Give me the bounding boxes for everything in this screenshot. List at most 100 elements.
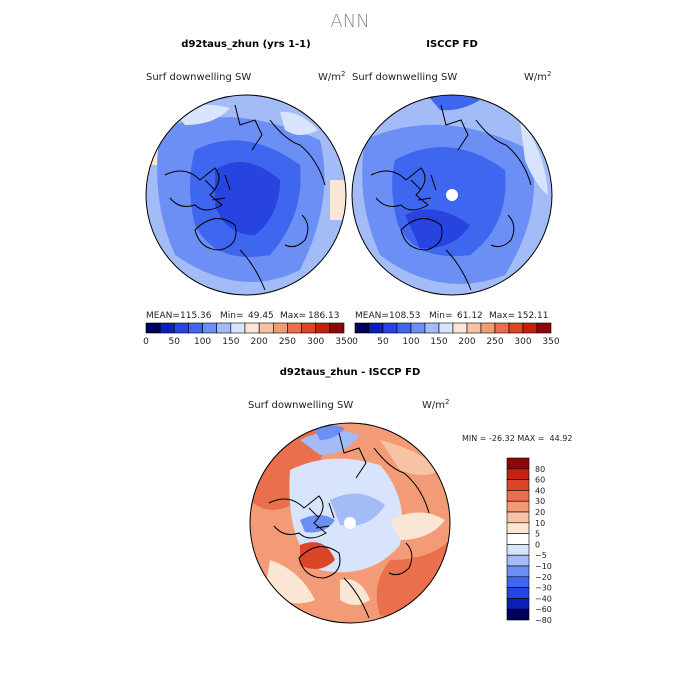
panel-obs-colorbar-swatch [508,322,524,334]
panel-obs-colorbar-swatch [368,322,384,334]
panel-diff-colorbar-swatch [506,479,530,491]
panel-diff-colorbar-tick-label: −5 [535,551,547,560]
panel-obs-colorbar-tick-label: 100 [402,337,419,347]
panel-obs-pole-missing [446,189,458,201]
panel-diff-colorbar-swatch [506,576,530,588]
panel-diff-colorbar-tick-label: −40 [535,594,552,603]
panel-obs-colorbar-tick-label: 300 [514,337,531,347]
panel-obs-colorbar-swatch [452,322,468,334]
panel-diff-colorbar-swatch [506,587,530,599]
panel-obs-mean-label: MEAN= [355,311,389,321]
panel-obs-colorbar-swatch [536,322,552,334]
panel-model-colorbar-tick-label: 200 [251,337,268,347]
panel-diff-colorbar-swatch [506,533,530,545]
panel-model: d92taus_zhun (yrs 1-1) Surf downwelling … [143,39,353,347]
panel-model-colorbar-swatch [272,322,288,334]
panel-model-colorbar-swatch [216,322,232,334]
panel-obs-colorbar-swatch [522,322,538,334]
panel-model-colorbar-swatch [329,322,345,334]
panel-diff-colorbar-swatch [506,565,530,578]
panel-model-colorbar-tick-label: 300 [307,337,324,347]
panel-obs-colorbar-tick-label: 150 [430,337,447,347]
panel-diff-minmax: MIN = -26.32 MAX = 44.92 [462,434,572,443]
panel-diff: d92taus_zhun - ISCCP FD Surf downwelling… [248,367,572,625]
panel-diff-colorbar-swatch [506,511,530,524]
panel-diff-colorbar-tick-label: 40 [535,486,545,495]
panel-model-mean-value: 115.36 [180,311,212,321]
panel-obs-max-value: 152.11 [517,311,549,321]
panel-diff-colorbar-tick-label: 80 [535,465,545,474]
panel-obs-colorbar-swatch [494,322,510,334]
panel-model-min-value: 49.45 [248,311,274,321]
panel-obs-colorbar-swatch [396,322,412,334]
panel-model-colorbar-tick-label: 50 [169,337,181,347]
panel-obs-colorbar-swatch [466,322,482,334]
panel-obs-map [351,94,553,296]
panel-diff-colorbar-tick-label: 20 [535,508,545,517]
panel-diff-colorbar-swatch [506,608,530,621]
panel-model-colorbar-swatch [202,322,218,334]
panel-obs-stats: MEAN= 108.53 Min= 61.12 Max= 152.11 [355,311,549,321]
panel-obs-coastlines [370,104,532,291]
panel-obs-colorbar: 0 50 100 150 200 250 300 350 [352,322,560,347]
panel-obs-mean-value: 108.53 [389,311,421,321]
panel-obs-colorbar-swatch [410,322,426,334]
panel-obs-colorbar-swatch [424,322,440,334]
panel-obs-units: W/m2 [524,70,551,83]
panel-diff-colorbar-tick-label: −80 [535,616,552,625]
panel-obs-map-border [351,94,553,296]
panel-diff-pole-missing [344,517,356,529]
panel-diff-colorbar-tick-label: −10 [535,562,552,571]
panel-diff-colorbar-tick-label: 10 [535,519,545,528]
panel-obs-colorbar-swatch [438,322,454,334]
panel-diff-coastlines [268,432,430,619]
panel-model-colorbar-tick-label: 0 [143,337,149,347]
panel-model-map [145,94,347,296]
panel-diff-colorbar-tick-label: 60 [535,476,545,485]
panel-diff-colorbar-swatch [506,468,530,480]
panel-diff-map-border [249,422,451,624]
panel-model-colorbar-swatch [315,322,331,334]
panel-obs-colorbar-tick-label: 50 [377,337,389,347]
panel-model-colorbar-swatch [301,322,317,334]
panel-diff-colorbar-swatch [506,598,530,610]
panel-model-colorbar-tick-label: 150 [222,337,239,347]
panel-model-min-label: Min= [220,311,244,321]
panel-obs-colorbar-tick-label: 350 [542,337,559,347]
panel-model-map-border [145,94,347,296]
panel-diff-colorbar-tick-label: −30 [535,584,552,593]
panel-model-colorbar-tick-label: 350 [335,337,352,347]
panel-diff-colorbar-swatch [506,544,530,556]
panel-diff-map [249,422,451,624]
panel-diff-title: d92taus_zhun - ISCCP FD [280,367,421,378]
panel-obs-colorbar-swatch [480,322,496,334]
panel-model-variable: Surf downwelling SW [146,72,251,83]
panel-model-max-value: 186.13 [308,311,340,321]
panel-diff-colorbar-swatch [506,457,530,470]
panel-obs: ISCCP FD Surf downwelling SW W/m2 [351,39,560,347]
panel-model-max-label: Max= [280,311,306,321]
panel-obs-colorbar-tick-label: 250 [486,337,503,347]
panel-model-stats: MEAN= 115.36 Min= 49.45 Max= 186.13 [146,311,340,321]
panel-model-coastlines [164,104,326,291]
panel-model-colorbar-swatch [159,322,175,334]
panel-obs-colorbar-swatch [354,322,370,334]
panel-model-colorbar-swatch [258,322,274,334]
panel-diff-colorbar-tick-label: 5 [535,530,540,539]
panel-obs-min-value: 61.12 [457,311,483,321]
panel-model-colorbar-tick-label: 250 [279,337,296,347]
panel-diff-colorbar-tick-label: 0 [535,540,540,549]
panel-model-colorbar: 0 50 100 150 200 250 300 350 [143,322,353,347]
panel-diff-colorbar-tick-label: −60 [535,605,552,614]
panel-obs-variable: Surf downwelling SW [352,72,457,83]
panel-model-title: d92taus_zhun (yrs 1-1) [181,39,310,50]
panel-obs-colorbar-swatch [382,322,398,334]
panel-obs-colorbar-tick-label: 200 [458,337,475,347]
panel-diff-colorbar-tick-label: −20 [535,573,552,582]
panel-diff-units: W/m2 [422,398,449,411]
panel-obs-colorbar-tick-label: 0 [352,337,358,347]
panel-diff-colorbar-swatch [506,500,530,513]
panel-model-colorbar-swatch [230,322,246,334]
panel-diff-colorbar-swatch [506,490,530,502]
